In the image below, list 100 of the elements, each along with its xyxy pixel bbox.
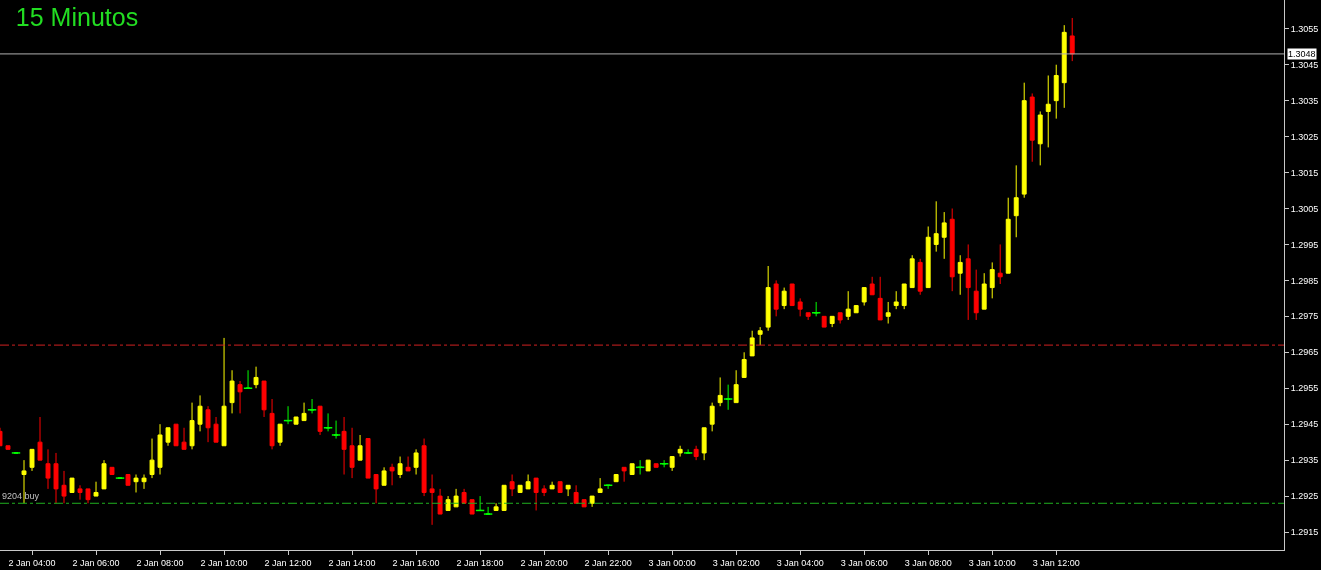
x-tick-label: 2 Jan 16:00 bbox=[392, 557, 440, 568]
candlestick bbox=[421, 438, 427, 497]
candlestick bbox=[77, 484, 83, 501]
x-tick-label: 2 Jan 20:00 bbox=[520, 557, 568, 568]
candlestick bbox=[549, 481, 555, 490]
y-tick-label: 1.3045 bbox=[1290, 59, 1319, 70]
candlestick bbox=[821, 315, 827, 328]
candlestick bbox=[989, 261, 995, 299]
candlestick bbox=[301, 402, 307, 422]
candlestick bbox=[901, 283, 907, 310]
x-tick-label: 2 Jan 10:00 bbox=[200, 557, 248, 568]
candlestick bbox=[141, 474, 147, 490]
candlestick bbox=[837, 312, 843, 325]
candlestick bbox=[1013, 164, 1019, 238]
candlestick bbox=[869, 276, 875, 296]
candlestick bbox=[629, 463, 635, 476]
x-tick-label: 3 Jan 06:00 bbox=[840, 557, 888, 568]
x-tick-label: 2 Jan 12:00 bbox=[264, 557, 312, 568]
candlestick bbox=[53, 452, 59, 504]
candlestick bbox=[677, 445, 683, 458]
candlestick bbox=[693, 445, 699, 461]
candlestick bbox=[5, 445, 11, 450]
candlestick bbox=[749, 330, 755, 357]
candlestick bbox=[501, 484, 507, 511]
candlestick bbox=[133, 474, 139, 493]
candlestick bbox=[565, 484, 571, 497]
x-tick-label: 3 Jan 12:00 bbox=[1032, 557, 1080, 568]
x-tick-label: 3 Jan 00:00 bbox=[648, 557, 696, 568]
candlestick bbox=[1037, 110, 1043, 166]
y-tick-label: 1.3025 bbox=[1290, 131, 1319, 142]
candlestick bbox=[893, 290, 899, 310]
candlestick bbox=[805, 312, 811, 321]
candlestick bbox=[885, 301, 891, 325]
candlestick bbox=[389, 463, 395, 486]
candlestick bbox=[493, 502, 499, 511]
candlestick bbox=[149, 438, 155, 479]
ref-line-label: 9204 buy bbox=[2, 491, 40, 501]
candlestick bbox=[237, 380, 243, 414]
candlestick bbox=[173, 423, 179, 447]
candlestick bbox=[997, 243, 1003, 285]
candlestick bbox=[765, 265, 771, 332]
x-tick-label: 2 Jan 22:00 bbox=[584, 557, 632, 568]
candlestick bbox=[845, 290, 851, 321]
candlestick bbox=[709, 402, 715, 432]
candlestick bbox=[181, 427, 187, 450]
y-tick-label: 1.2915 bbox=[1290, 527, 1319, 538]
y-tick-label: 1.3035 bbox=[1290, 95, 1319, 106]
candlestick bbox=[773, 279, 779, 317]
candlestick bbox=[381, 466, 387, 486]
candlestick bbox=[557, 481, 563, 493]
candlestick bbox=[341, 416, 347, 476]
x-tick-label: 2 Jan 06:00 bbox=[72, 557, 120, 568]
y-tick-label: 1.2965 bbox=[1290, 347, 1319, 358]
y-tick-label: 1.2995 bbox=[1290, 239, 1319, 250]
candlestick bbox=[1053, 64, 1059, 120]
candlestick bbox=[789, 283, 795, 307]
chart-title: 15 Minutos bbox=[15, 3, 139, 32]
candlestick bbox=[517, 484, 523, 493]
candlestick bbox=[37, 416, 43, 461]
x-tick-label: 3 Jan 08:00 bbox=[904, 557, 952, 568]
candlestick bbox=[29, 448, 35, 472]
y-tick-label: 1.2955 bbox=[1290, 383, 1319, 394]
candlestick bbox=[1021, 82, 1027, 199]
candlestick bbox=[669, 456, 675, 472]
candlestick bbox=[797, 297, 803, 317]
candlestick bbox=[917, 258, 923, 296]
y-tick-label: 1.2935 bbox=[1290, 455, 1319, 466]
candlestick bbox=[165, 427, 171, 447]
candlestick bbox=[965, 243, 971, 321]
y-tick-label: 1.3005 bbox=[1290, 203, 1319, 214]
candlestick bbox=[21, 459, 27, 504]
candlestick bbox=[93, 481, 99, 497]
candlestick bbox=[45, 448, 51, 490]
candlestick bbox=[269, 398, 275, 450]
candlestick bbox=[429, 474, 435, 526]
candlestick bbox=[397, 456, 403, 479]
candlestick bbox=[581, 499, 587, 508]
candlestick bbox=[981, 272, 987, 310]
y-tick-label: 1.3015 bbox=[1290, 167, 1319, 178]
ref-line-label: 1.3048 bbox=[1288, 49, 1316, 59]
candlestick bbox=[461, 488, 467, 504]
candlestick bbox=[645, 459, 651, 472]
candlestick bbox=[757, 326, 763, 346]
candlestick bbox=[957, 254, 963, 296]
candlestick bbox=[1045, 74, 1051, 148]
candlestick bbox=[349, 427, 355, 479]
candlestick bbox=[613, 474, 619, 483]
candlestick bbox=[877, 276, 883, 321]
candlestick bbox=[109, 466, 115, 476]
candlestick bbox=[101, 459, 107, 490]
candlestick bbox=[197, 394, 203, 432]
x-tick-label: 3 Jan 04:00 bbox=[776, 557, 824, 568]
candlestick bbox=[741, 351, 747, 378]
candlestick bbox=[157, 423, 163, 476]
candlestick bbox=[541, 484, 547, 497]
candlestick bbox=[357, 434, 363, 461]
candlestick bbox=[733, 369, 739, 404]
y-tick-label: 1.2945 bbox=[1290, 419, 1319, 430]
candlestick bbox=[925, 225, 931, 289]
candlestick bbox=[317, 405, 323, 436]
